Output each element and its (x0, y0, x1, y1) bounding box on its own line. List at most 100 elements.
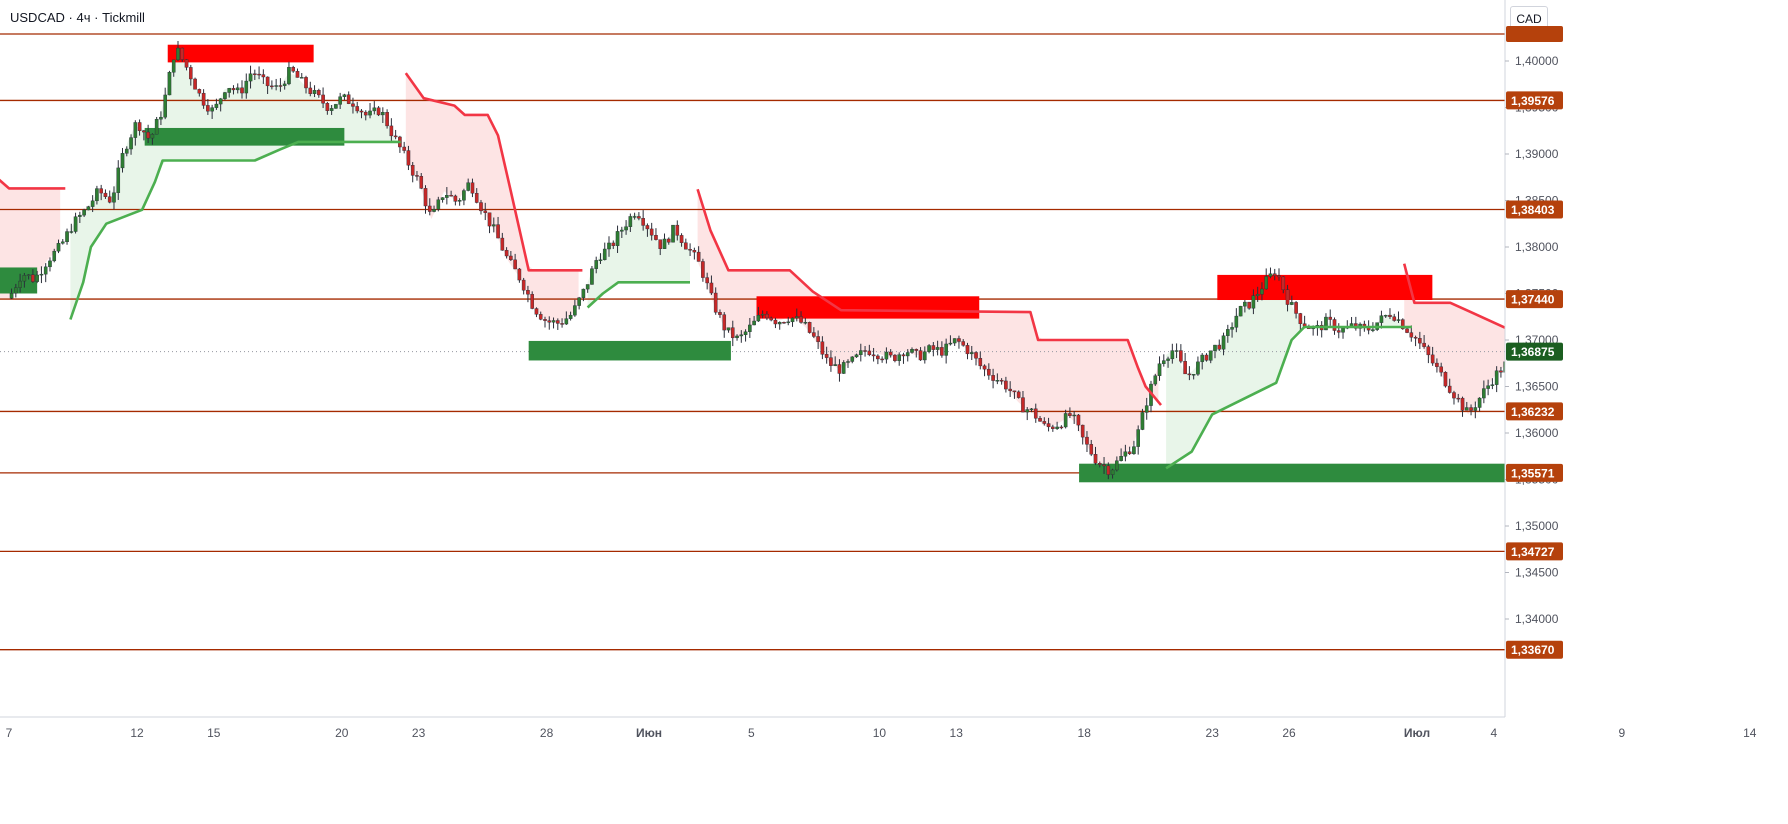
candle-body (1247, 301, 1251, 309)
candle-body (965, 345, 970, 355)
candle-body (1486, 385, 1490, 389)
candle-body (1657, 417, 1660, 421)
candle-body (675, 224, 680, 236)
candle-body (1115, 460, 1119, 471)
candle-body (718, 312, 722, 315)
candle-body (935, 347, 940, 350)
candle-body (888, 351, 893, 356)
supertrend-down-line (1402, 263, 1505, 330)
candle-body (684, 242, 688, 250)
candle-body (1494, 370, 1499, 385)
candle-body (342, 94, 347, 97)
x-tick-label: 10 (873, 726, 887, 740)
candle-body (1012, 390, 1017, 393)
candle-body (521, 279, 526, 291)
candle-body (1670, 401, 1673, 405)
candle-body (1683, 375, 1686, 385)
candle-body (1106, 465, 1111, 475)
level-price-tag (1506, 200, 1563, 219)
candle-body (1627, 451, 1630, 454)
level-price-tag-label: 1,39576 (1511, 94, 1555, 108)
candle-body (265, 76, 270, 87)
candle-body (752, 320, 756, 326)
candle-body (1153, 375, 1158, 385)
level-price-tag (1506, 402, 1563, 421)
supertrend-down-fill (1404, 263, 1505, 415)
candle-body (820, 341, 825, 355)
candle-body (1589, 393, 1592, 405)
candle-body (240, 87, 244, 94)
candle-body (1025, 409, 1030, 413)
candle-body (1619, 438, 1622, 453)
candle-body (1200, 354, 1204, 363)
candle-body (978, 358, 983, 367)
candle-body (1563, 405, 1566, 407)
candle-body (765, 313, 769, 319)
candle-body (295, 70, 300, 78)
candle-body (329, 108, 334, 111)
candle-body (427, 205, 432, 212)
candle-body (1281, 276, 1286, 290)
candle-body (1751, 348, 1754, 353)
candle-body (1021, 397, 1025, 413)
candle-body (1743, 355, 1746, 359)
candle-body (1700, 354, 1703, 359)
candle-body (786, 321, 791, 324)
candle-body (1336, 330, 1341, 333)
candle-body (1051, 426, 1055, 429)
candle-body (231, 88, 236, 91)
candle-body (457, 200, 462, 202)
candle-body (568, 314, 573, 319)
interval-label[interactable]: 4ч (76, 10, 91, 25)
candle-body (389, 125, 394, 137)
candle-body (556, 320, 560, 324)
candle-body (299, 77, 304, 79)
candle-body (359, 110, 364, 113)
candle-body (999, 380, 1004, 382)
candle-body (1183, 361, 1187, 375)
candle-body (927, 345, 931, 352)
candle-body (748, 324, 752, 332)
candle-body (944, 343, 948, 356)
candle-body (1644, 432, 1647, 436)
candle-body (1452, 392, 1456, 399)
candle-body (671, 224, 675, 243)
candle-body (1610, 435, 1613, 442)
candle-body (1687, 366, 1690, 375)
candle-body (214, 103, 219, 108)
candle-body (1426, 346, 1431, 356)
candle-body (1080, 424, 1085, 438)
candle-body (1119, 456, 1123, 461)
candle-body (880, 358, 884, 361)
candle-body (43, 266, 48, 275)
candle-body (1213, 344, 1217, 351)
level-price-tag-label: 1,34727 (1511, 545, 1555, 559)
candle-body (662, 238, 667, 249)
candle-body (846, 361, 850, 363)
candle-body (987, 368, 991, 376)
y-tick-label: 1,34000 (1515, 612, 1559, 626)
candle-body (346, 94, 351, 104)
candle-body (381, 112, 385, 116)
candle-body (1717, 369, 1720, 375)
candle-body (1460, 397, 1465, 411)
candle-body (368, 110, 372, 116)
supertrend-up-fill (1676, 341, 1788, 458)
candle-body (1230, 327, 1234, 330)
supply-zone (756, 296, 980, 319)
candle-body (235, 87, 240, 91)
candle-body (645, 225, 650, 230)
candle-body (701, 261, 705, 278)
candle-body (491, 224, 496, 227)
candle-body (585, 284, 590, 290)
candle-body (1708, 360, 1711, 371)
level-price-tag-label: 1,37440 (1511, 293, 1555, 307)
candle-body (1400, 319, 1405, 330)
symbol-label[interactable]: USDCAD (10, 10, 65, 25)
candle-body (483, 210, 488, 213)
candle-body (338, 96, 342, 105)
candle-body (1777, 348, 1780, 353)
candle-body (1464, 407, 1469, 411)
candle-body (142, 130, 146, 133)
